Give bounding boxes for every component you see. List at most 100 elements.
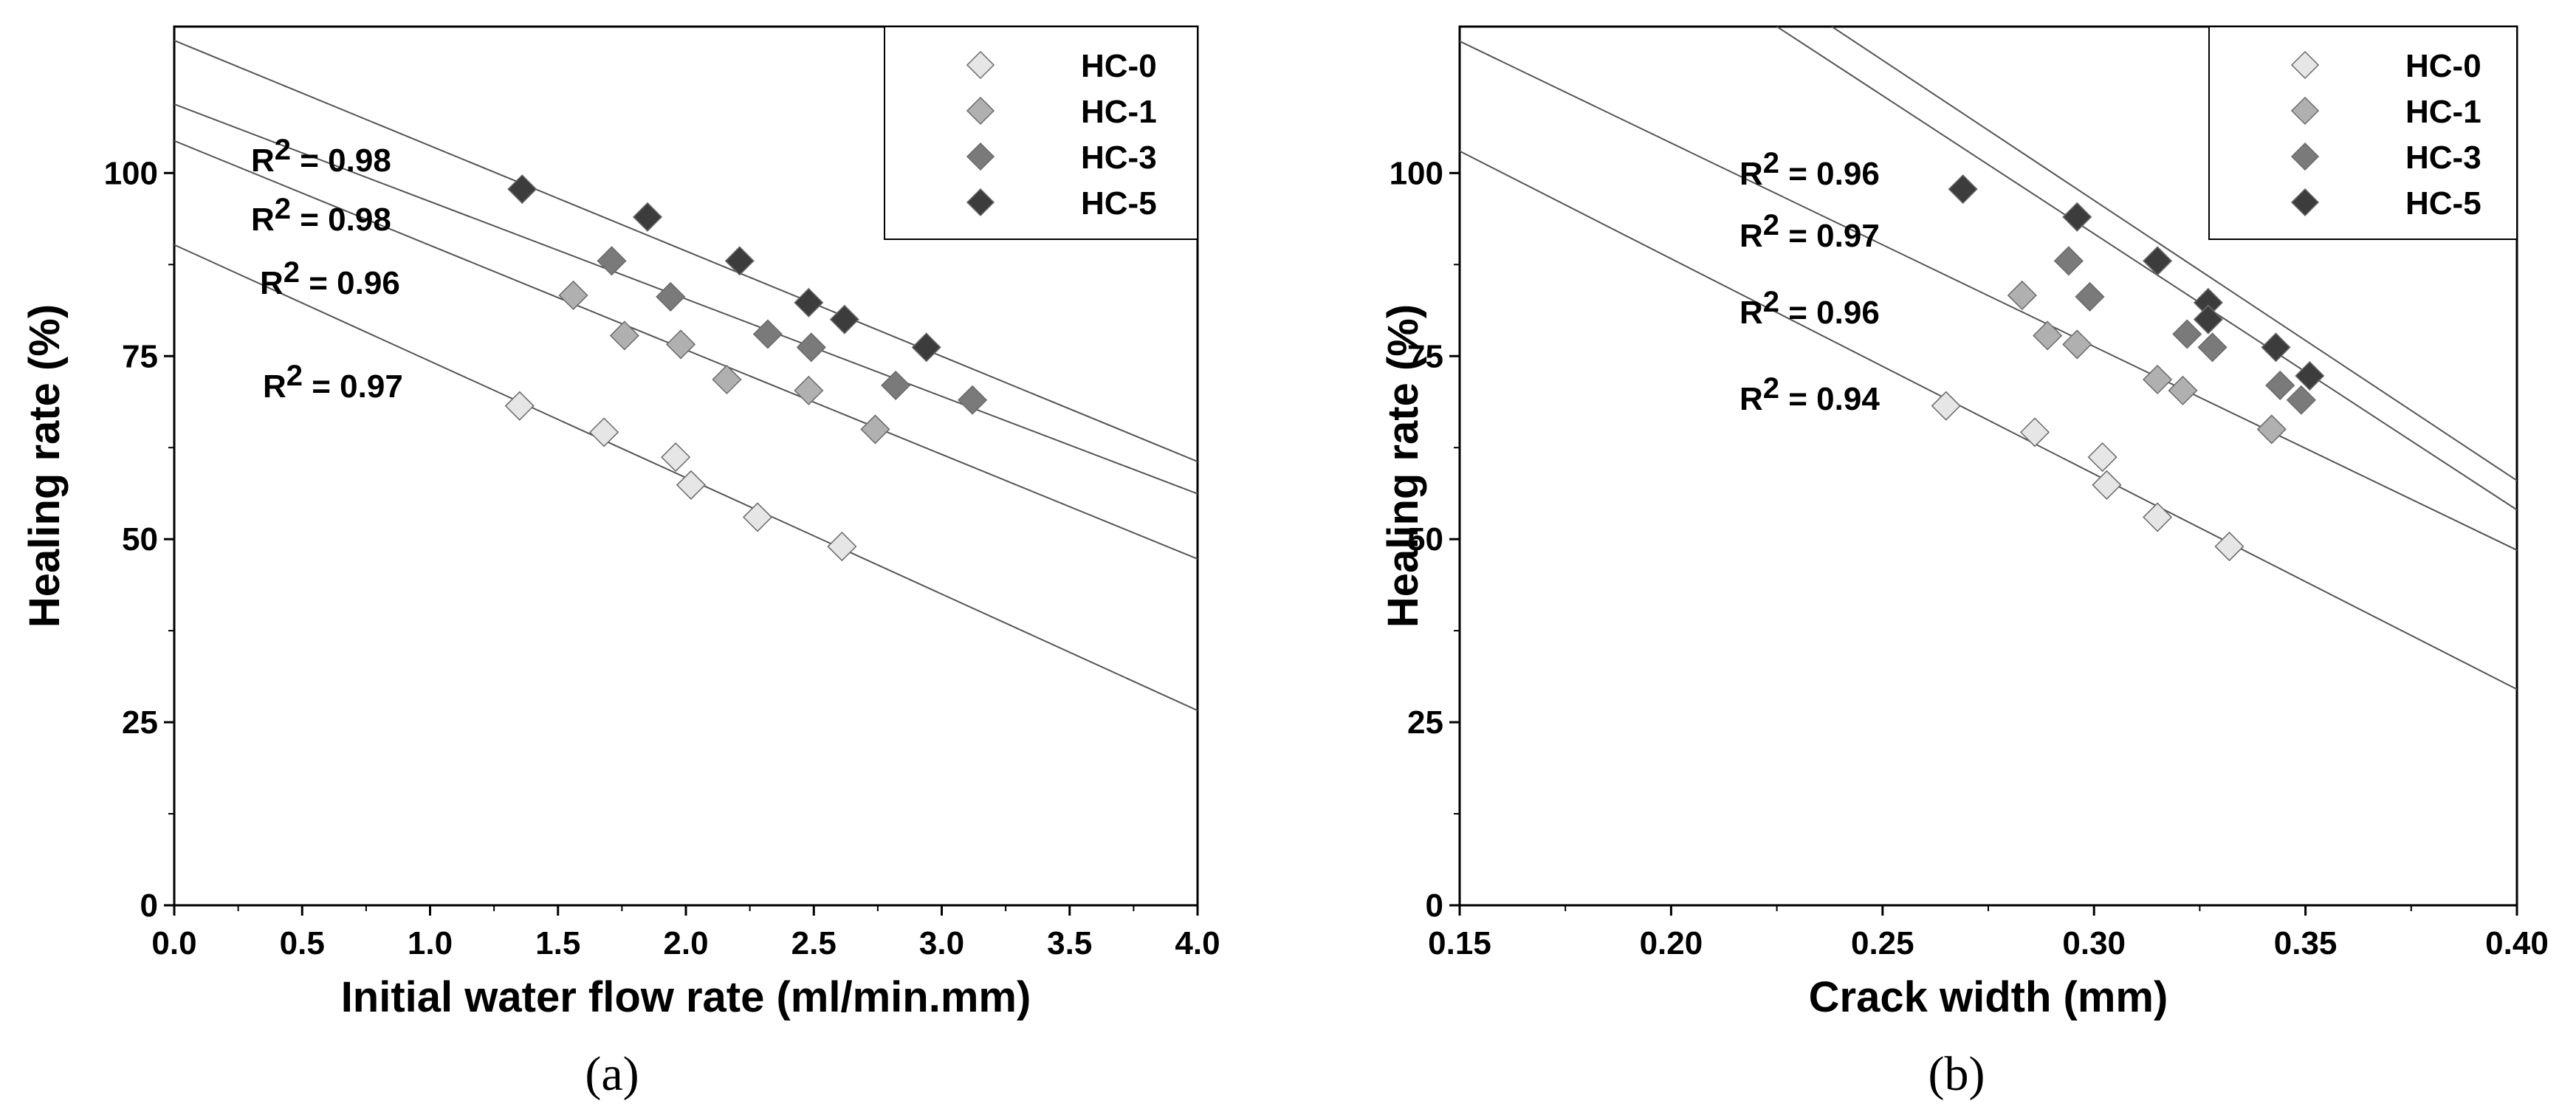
r2-superscript: 2 [1763, 209, 1779, 241]
data-point-hc-1 [558, 280, 588, 311]
x-tick-label: 2.5 [791, 925, 837, 961]
x-tick-label: 0.15 [1428, 925, 1491, 961]
data-point-hc-1 [794, 375, 824, 405]
data-point-hc-0 [827, 532, 857, 562]
data-point-hc-3 [597, 246, 627, 276]
data-point-hc-1 [712, 364, 742, 395]
legend-label-hc-1: HC-1 [1081, 94, 1157, 130]
y-tick-label: 100 [1390, 155, 1443, 191]
data-point-hc-1 [666, 329, 696, 360]
x-tick-label: 0.35 [2274, 925, 2338, 961]
legend: HC-0 HC-1 HC-3 HC-5 [2208, 26, 2518, 240]
legend-box [2208, 26, 2518, 240]
r2-annotation-hc-1: R2 = 0.96 [260, 256, 400, 301]
legend-marker-hc-0 [966, 50, 995, 80]
fit-line-hc-0 [1460, 150, 2517, 690]
data-point-hc-1 [2033, 320, 2063, 351]
r2-symbol: R [260, 265, 284, 301]
data-point-hc-0 [589, 417, 619, 447]
x-tick-label: 0.30 [2062, 925, 2126, 961]
legend-marker-hc-3 [966, 142, 995, 171]
x-tick-label: 0.0 [151, 925, 196, 961]
r2-annotation-hc-3: R2 = 0.97 [1739, 209, 1880, 254]
data-point-hc-5 [1948, 174, 1978, 205]
x-tick-label: 0.20 [1640, 925, 1703, 961]
r2-superscript: 2 [284, 256, 300, 289]
data-point-hc-3 [752, 319, 783, 349]
data-point-hc-1 [2168, 375, 2198, 405]
legend-marker-hc-3 [2290, 142, 2320, 171]
r2-symbol: R [1739, 295, 1763, 331]
y-tick-label: 75 [122, 338, 158, 374]
x-tick-label: 0.25 [1851, 925, 1914, 961]
data-point-hc-0 [2214, 532, 2244, 562]
legend-label-hc-3: HC-3 [2405, 140, 2481, 176]
r2-value: = 0.98 [291, 202, 391, 238]
r2-superscript: 2 [1763, 147, 1779, 179]
chart-panel-a: 0.0 0.5 1.0 1.5 2.0 2.5 3.0 3.5 4.0 0 25 50 75 100 Ini… [21, 25, 1220, 1101]
data-point-hc-0 [742, 502, 773, 532]
r2-superscript: 2 [275, 134, 291, 166]
x-axis-title: Initial water flow rate (ml/min.mm) [341, 973, 1031, 1021]
data-point-hc-5 [632, 202, 663, 232]
data-point-hc-0 [2087, 442, 2118, 473]
data-point-hc-1 [2062, 329, 2092, 360]
y-tick-label: 50 [122, 521, 158, 558]
data-point-hc-5 [2295, 360, 2325, 391]
data-point-hc-0 [2143, 502, 2173, 532]
y-tick-label: 0 [140, 888, 158, 924]
fit-line-hc-1 [1460, 40, 2517, 551]
y-tick-label: 75 [1407, 338, 1443, 374]
legend-marker-hc-0 [2290, 50, 2320, 80]
r2-symbol: R [1739, 218, 1763, 254]
r2-superscript: 2 [1763, 286, 1779, 318]
data-point-hc-1 [2256, 414, 2287, 445]
data-point-hc-0 [661, 442, 691, 473]
r2-value: = 0.97 [303, 368, 403, 405]
x-axis-title: Crack width (mm) [1809, 973, 2168, 1021]
r2-value: = 0.98 [291, 143, 391, 179]
data-point-hc-3 [656, 281, 686, 312]
fit-line-hc-5 [174, 39, 1198, 462]
r2-value: = 0.96 [1779, 156, 1880, 192]
data-point-hc-5 [911, 332, 941, 363]
r2-symbol: R [251, 143, 275, 179]
fit-line-hc-3 [174, 103, 1198, 495]
legend-label-hc-0: HC-0 [1081, 48, 1157, 84]
y-tick-label: 100 [104, 155, 158, 191]
legend-label-hc-0: HC-0 [2405, 48, 2481, 84]
data-point-hc-5 [794, 287, 824, 318]
data-point-hc-3 [2172, 319, 2202, 349]
x-tick-label: 2.0 [663, 925, 708, 961]
x-tick-label: 4.0 [1175, 925, 1220, 961]
data-point-hc-3 [2286, 385, 2316, 415]
legend-marker-hc-1 [2290, 96, 2320, 126]
data-point-hc-3 [796, 332, 826, 363]
y-axis-title: Healing rate (%) [21, 304, 69, 628]
y-tick-label: 50 [1407, 521, 1443, 558]
data-point-hc-3 [2265, 370, 2295, 400]
r2-value: = 0.94 [1779, 381, 1880, 417]
legend: HC-0 HC-1 HC-3 HC-5 [884, 26, 1198, 240]
data-point-hc-5 [507, 174, 537, 205]
data-point-hc-5 [2193, 304, 2223, 334]
y-tick-label: 25 [1407, 704, 1443, 741]
y-tick-label: 25 [122, 704, 158, 741]
data-point-hc-1 [860, 414, 890, 445]
chart-panel-b: 0.15 0.20 0.25 0.30 0.35 0.40 0 25 50 75 100 Crack … [1379, 25, 2549, 1101]
legend-marker-hc-5 [2290, 188, 2320, 217]
data-point-hc-5 [724, 246, 755, 276]
panel-label: (b) [1928, 1047, 1985, 1101]
data-point-hc-0 [2019, 417, 2050, 447]
legend-marker-hc-5 [966, 188, 995, 217]
fit-line-hc-5 [1831, 27, 2517, 481]
legend-marker-hc-1 [966, 96, 995, 126]
x-tick-label: 3.0 [919, 925, 964, 961]
r2-annotation-hc-0: R2 = 0.97 [263, 360, 403, 405]
data-point-hc-3 [2053, 246, 2084, 276]
data-point-hc-1 [2143, 364, 2173, 395]
x-tick-label: 3.5 [1047, 925, 1092, 961]
r2-annotation-hc-3: R2 = 0.98 [251, 193, 391, 238]
r2-symbol: R [1739, 381, 1763, 417]
